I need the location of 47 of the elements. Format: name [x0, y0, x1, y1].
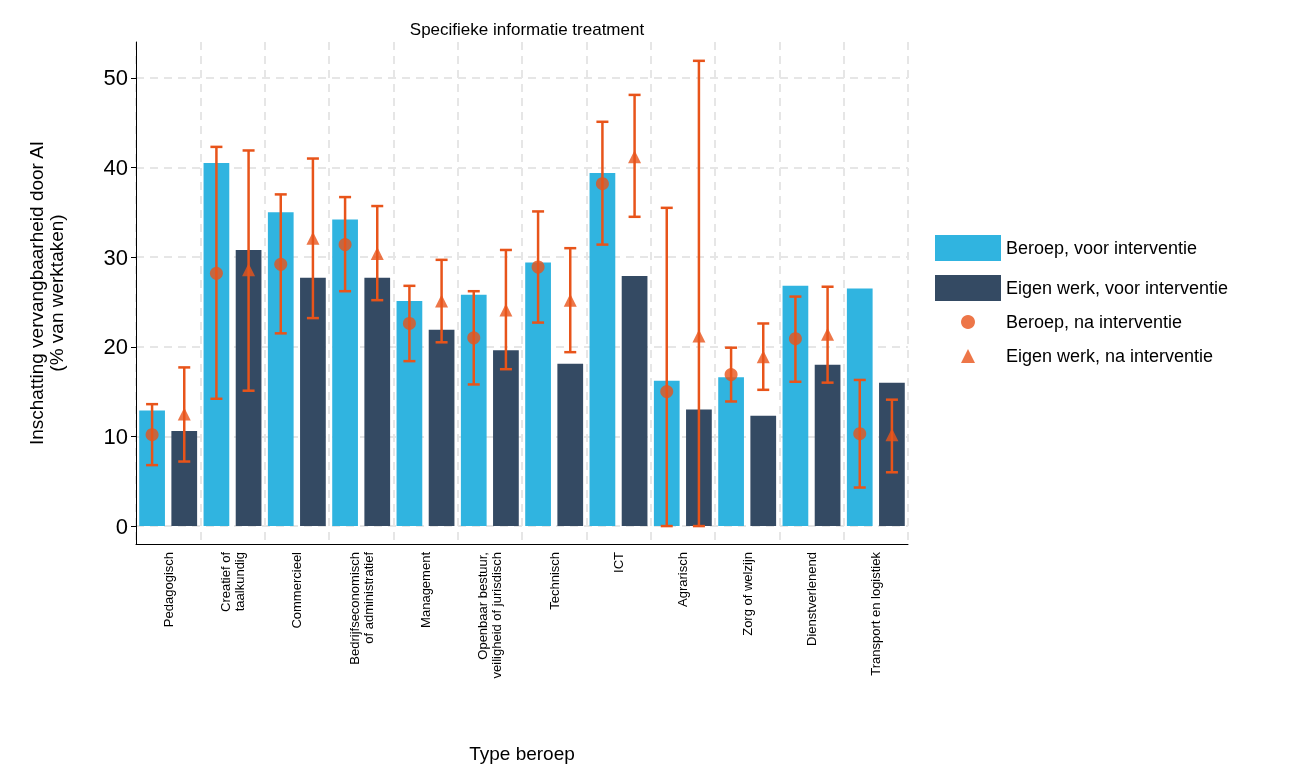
bar: [718, 377, 744, 527]
bar: [171, 431, 198, 527]
bar: [589, 172, 616, 527]
bar: [460, 294, 487, 527]
y-tick-label: 40: [103, 155, 128, 180]
x-tick-label: Zorg of welzijn: [739, 552, 755, 636]
bar: [493, 350, 519, 527]
bar: [814, 364, 841, 527]
legend-label: Beroep, voor interventie: [1006, 238, 1198, 258]
bar: [332, 219, 358, 527]
bar: [525, 262, 551, 527]
y-tick-label: 10: [103, 423, 128, 449]
legend-label: Eigen werk, voor interventie: [1006, 278, 1229, 298]
bar: [364, 277, 391, 527]
bar: [846, 288, 873, 527]
legend-label: Eigen werk, na interventie: [1006, 346, 1214, 366]
x-tick-label: ICT: [611, 551, 626, 573]
x-tick-label: Management: [418, 551, 433, 628]
x-tick-label: Pedagogisch: [160, 552, 176, 628]
x-tick-label: Agrarisch: [675, 552, 691, 607]
bar: [396, 301, 423, 527]
y-tick-label: 20: [103, 334, 128, 360]
bar: [203, 163, 230, 527]
x-tick-label: Dienstverlenend: [804, 552, 819, 646]
chart-title: Specifieke informatie treatment: [409, 20, 645, 39]
bar: [686, 409, 712, 527]
bar: [621, 275, 648, 527]
bar: [267, 212, 294, 527]
x-tick-label: Creatief of taalkundig: [218, 551, 247, 612]
y-tick-label: 30: [103, 244, 128, 270]
bar: [235, 249, 262, 527]
legend-label: Beroep, na interventie: [1006, 312, 1183, 332]
y-tick-label: 0: [115, 513, 128, 539]
bar: [879, 382, 905, 527]
x-tick-label: Transport en logistiek: [868, 551, 884, 676]
x-tick-label: Bedrijfseconomisch of administratief: [346, 551, 376, 665]
bar: [428, 329, 455, 527]
y-axis-title: Inschatting vervangbaarheid door AI (% van werktaken): [25, 140, 67, 446]
x-tick-label: Technisch: [546, 552, 562, 610]
bar: [782, 285, 809, 527]
bar: [139, 410, 165, 527]
x-axis-title: Type beroep: [469, 743, 575, 764]
bar: [300, 277, 326, 527]
bar: [557, 363, 584, 527]
x-tick-label: Commercieel: [289, 551, 305, 629]
bar: [750, 415, 777, 527]
y-tick-label: 50: [103, 65, 128, 91]
